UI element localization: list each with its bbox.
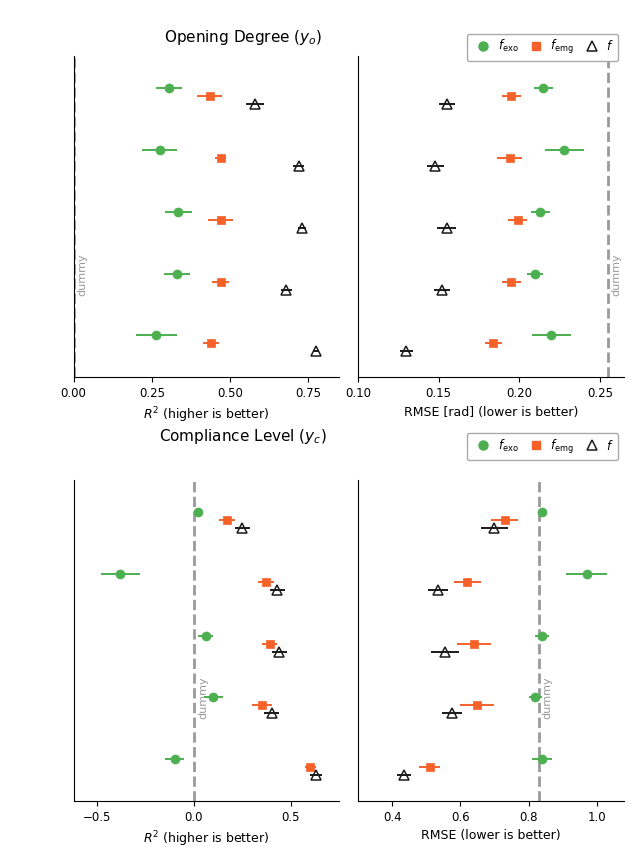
X-axis label: RMSE [rad] (lower is better): RMSE [rad] (lower is better) [404, 405, 579, 418]
Legend: $f_\mathregular{exo}$, $f_\mathregular{emg}$, $f$: $f_\mathregular{exo}$, $f_\mathregular{e… [467, 34, 618, 61]
Text: dummy: dummy [543, 676, 553, 720]
Text: Opening Degree ($y_o$): Opening Degree ($y_o$) [164, 28, 323, 47]
X-axis label: $R^2$ (higher is better): $R^2$ (higher is better) [143, 405, 269, 425]
Legend: $f_\mathregular{exo}$, $f_\mathregular{emg}$, $f$: $f_\mathregular{exo}$, $f_\mathregular{e… [467, 433, 618, 461]
Text: dummy: dummy [77, 253, 88, 295]
Text: dummy: dummy [612, 253, 622, 295]
Text: Compliance Level ($y_c$): Compliance Level ($y_c$) [159, 427, 327, 446]
X-axis label: RMSE (lower is better): RMSE (lower is better) [421, 830, 561, 843]
Text: dummy: dummy [198, 676, 208, 720]
X-axis label: $R^2$ (higher is better): $R^2$ (higher is better) [143, 830, 269, 849]
